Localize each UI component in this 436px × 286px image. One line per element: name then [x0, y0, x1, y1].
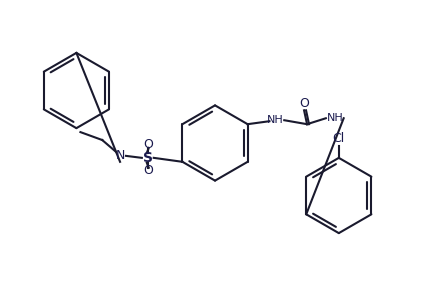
Text: NH: NH [327, 113, 343, 123]
Text: O: O [299, 97, 309, 110]
Text: S: S [143, 151, 153, 165]
Text: O: O [143, 138, 153, 152]
Text: NH: NH [267, 115, 284, 125]
Text: Cl: Cl [333, 132, 345, 144]
Text: N: N [116, 149, 125, 162]
Text: O: O [143, 164, 153, 177]
